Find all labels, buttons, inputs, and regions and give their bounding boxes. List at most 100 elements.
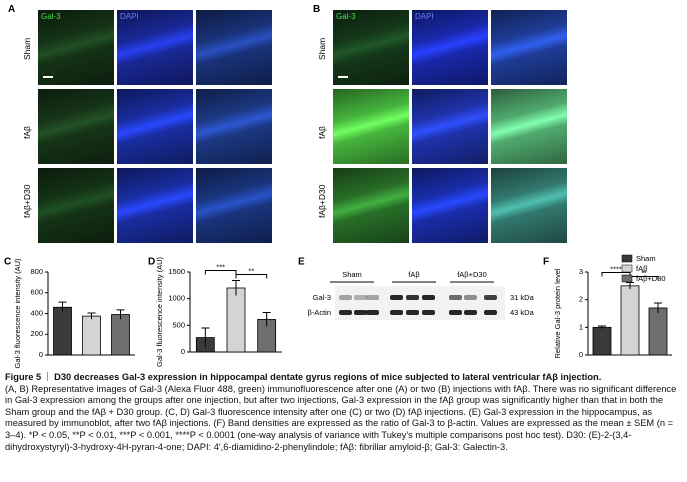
micrograph (196, 89, 272, 164)
channel-label: DAPI (415, 12, 434, 21)
row-label: fAβ+D30 (22, 184, 32, 218)
bar (592, 326, 612, 356)
blot-group: fAβ+D30 (457, 270, 487, 279)
band (449, 295, 462, 300)
micrograph (412, 89, 488, 164)
row-label: Sham (22, 37, 32, 60)
y-tick-label: 1500 (168, 267, 185, 276)
row-label: Sham (317, 37, 327, 60)
caption: Figure 5 D30 decreases Gal-3 expression i… (5, 372, 683, 453)
error-bar (598, 325, 606, 329)
y-tick-label: 1 (579, 322, 583, 331)
legend-swatch (621, 264, 633, 273)
band (449, 310, 462, 315)
error-bar (262, 312, 271, 327)
blot-size: 43 kDa (510, 308, 535, 317)
scale-bar (338, 76, 348, 78)
band (390, 310, 403, 315)
micrograph (117, 10, 193, 85)
error-bar (201, 327, 210, 348)
bar (53, 306, 72, 356)
panel-label: B (313, 4, 321, 15)
micrograph (491, 89, 567, 164)
y-tick-label: 0 (579, 350, 583, 359)
caption-body: (A, B) Representative images of Gal-3 (A… (5, 383, 677, 452)
band (422, 310, 435, 315)
error-bar (232, 280, 240, 296)
y-tick-label: 500 (172, 320, 185, 329)
band (366, 295, 379, 300)
significance-bracket (235, 274, 268, 279)
blot-group: Sham (342, 270, 362, 279)
panel-label: F (543, 257, 549, 268)
channel-label: DAPI (120, 12, 139, 21)
micrograph (38, 89, 114, 164)
micrograph (38, 10, 114, 85)
channel-label: Gal-3 (41, 12, 61, 21)
micrograph (491, 168, 567, 243)
micrograph (38, 168, 114, 243)
band (484, 295, 497, 300)
micrograph (333, 10, 409, 85)
bar (82, 315, 101, 356)
blot-group: fAβ (408, 270, 420, 279)
scale-bar (43, 76, 53, 78)
band (366, 310, 379, 315)
significance-bracket (601, 272, 631, 277)
micrograph (117, 89, 193, 164)
significance-label: **** (610, 264, 622, 273)
band (339, 310, 352, 315)
band (354, 310, 367, 315)
y-axis-label: Relative Gal-3 protein level (553, 268, 562, 358)
micrograph (412, 10, 488, 85)
legend-swatch (621, 274, 633, 283)
error-bar (654, 302, 662, 313)
plots: C Gal-3 fluorescence intensity (AU) 020040… (4, 254, 672, 369)
band (339, 295, 352, 300)
band (354, 295, 367, 300)
error-bar (58, 301, 67, 313)
error-bar (116, 309, 125, 320)
micrograph (412, 168, 488, 243)
y-tick-label: 800 (30, 267, 43, 276)
bar (111, 314, 130, 356)
y-tick-label: 600 (30, 288, 43, 297)
bar (620, 285, 640, 356)
micrograph (333, 89, 409, 164)
significance-label: ** (248, 267, 254, 276)
band (390, 295, 403, 300)
micrograph (196, 168, 272, 243)
bar (226, 287, 246, 353)
channel-label: Gal-3 (336, 12, 356, 21)
micrograph (117, 168, 193, 243)
band (484, 310, 497, 315)
blot-row-label: β-Actin (308, 308, 332, 317)
y-axis-label: Gal-3 fluorescence intensity (AU) (155, 256, 164, 367)
micrograph (196, 10, 272, 85)
band (406, 295, 419, 300)
legend-label: fAβ (636, 264, 648, 273)
panel-label: A (8, 4, 16, 15)
y-tick-label: 0 (181, 347, 185, 356)
row-label: fAβ (317, 126, 327, 139)
panel-label: E (298, 257, 305, 268)
y-tick-label: 400 (30, 308, 43, 317)
legend-label: Sham (636, 254, 656, 263)
micrograph (491, 10, 567, 85)
panel-label: D (148, 257, 155, 268)
error-bar (87, 312, 96, 320)
y-tick-label: 2 (579, 295, 583, 304)
blot-size: 31 kDa (510, 293, 535, 302)
row-label: fAβ+D30 (317, 184, 327, 218)
caption-number: Figure 5 (5, 372, 42, 382)
micrograph (333, 168, 409, 243)
y-tick-label: 0 (39, 350, 43, 359)
significance-bracket (204, 270, 237, 275)
legend-swatch (621, 254, 633, 263)
row-label: fAβ (22, 126, 32, 139)
y-tick-label: 3 (579, 267, 583, 276)
blot-row-label: Gal-3 (313, 293, 331, 302)
band (406, 310, 419, 315)
bar (648, 307, 668, 356)
